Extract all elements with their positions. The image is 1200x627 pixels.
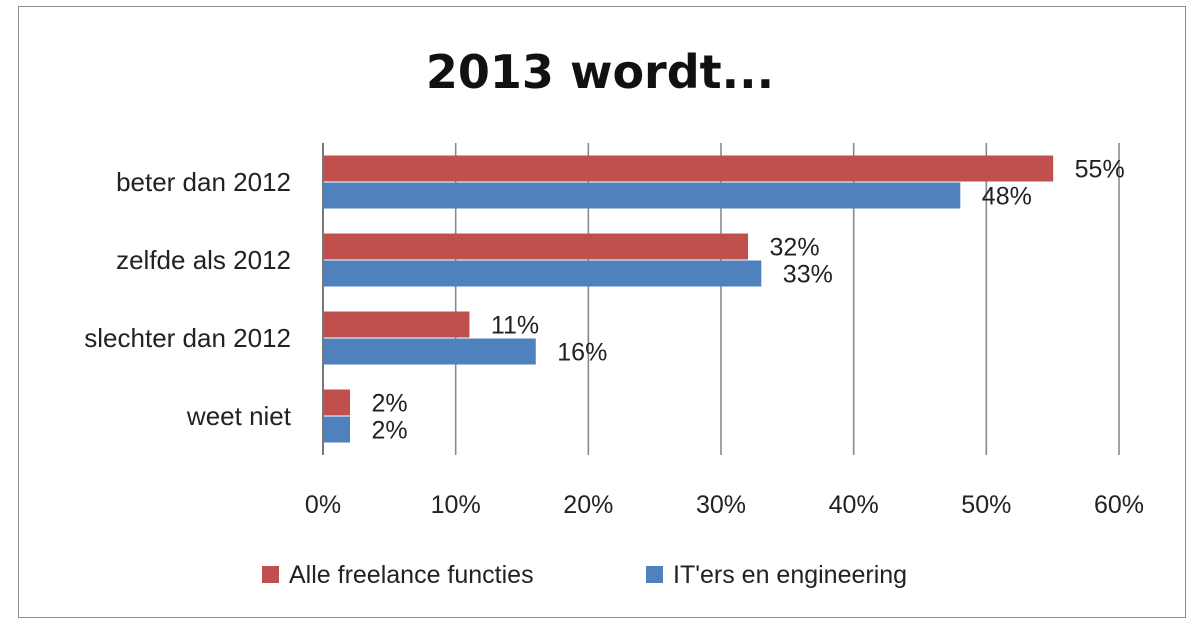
legend-swatch [262,566,279,583]
x-tick-label: 10% [431,491,481,519]
data-label: 2% [372,390,408,418]
data-label: 55% [1075,156,1125,184]
data-label: 32% [770,234,820,262]
legend: Alle freelance functies IT'ers en enginee… [262,561,907,589]
x-tick-label: 0% [305,491,341,519]
x-tick-label: 50% [961,491,1011,519]
data-labels: 55% 48% 32%33% 11% 16% 2%2% [372,156,1125,445]
bar [323,338,536,365]
legend-label: Alle freelance functies [289,561,534,589]
data-label: 2% [372,417,408,445]
x-tick-label: 40% [829,491,879,519]
legend-swatch [646,566,663,583]
legend-label: IT'ers en engineering [673,561,907,589]
data-label: 33% [783,261,833,289]
category-label: weet niet [186,401,292,431]
x-tick-label: 20% [563,491,613,519]
bar [323,311,470,338]
category-label: beter dan 2012 [116,167,291,197]
data-label: 16% [557,339,607,367]
category-label: slechter dan 2012 [84,323,291,353]
bar [323,233,749,260]
category-labels: beter dan 2012 zelfde als 2012 slechter da… [84,167,291,431]
bar [323,182,961,209]
x-tick-label: 30% [696,491,746,519]
bar [323,155,1054,182]
chart-frame [18,6,1186,618]
x-tick-label: 60% [1094,491,1144,519]
data-label: 11% [491,312,539,340]
bar [323,416,351,443]
bar [323,260,762,287]
x-tick-labels: 0% 10% 20% 30% 40% 50% 60% [305,491,1144,519]
category-label: zelfde als 2012 [116,245,291,275]
chart-title: 2013 wordt... [426,45,774,99]
data-label: 48% [982,183,1032,211]
bars [323,155,1054,443]
bar [323,389,351,416]
